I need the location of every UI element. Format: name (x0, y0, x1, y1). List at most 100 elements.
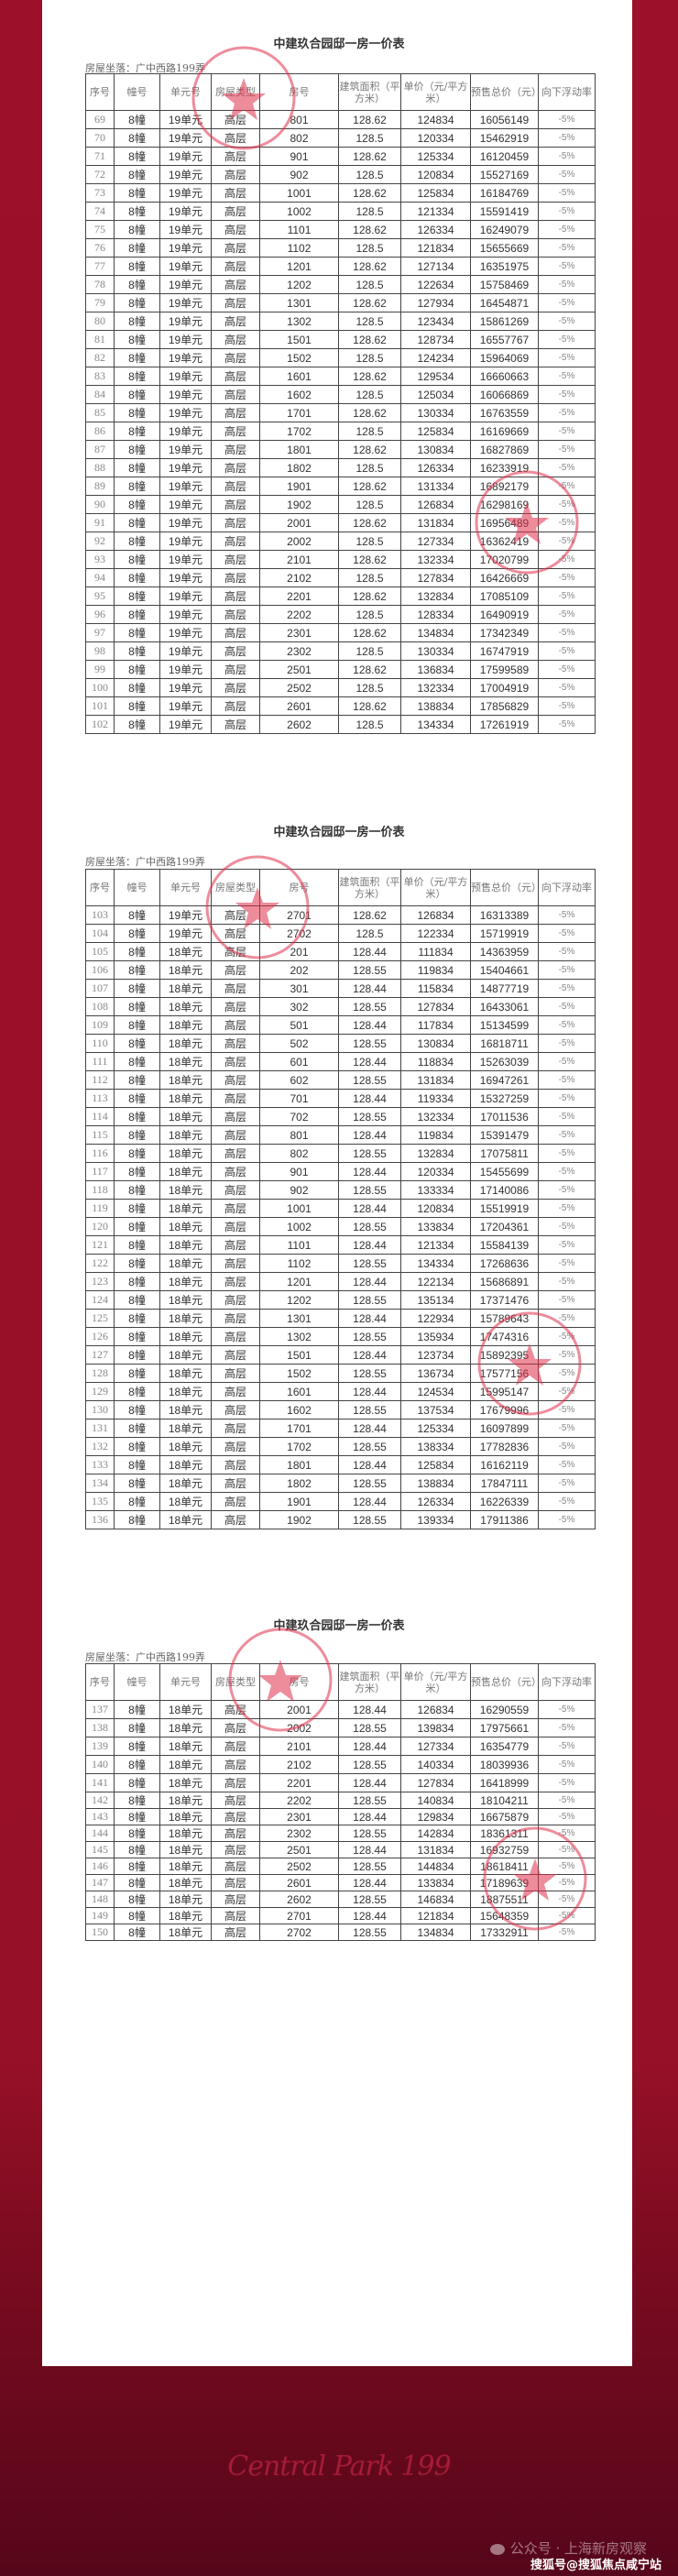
table-cell: 148 (85, 1891, 115, 1908)
table-cell: 135934 (400, 1327, 471, 1346)
table-cell: -5% (538, 1792, 596, 1809)
table-cell: 136734 (400, 1364, 471, 1383)
table-cell: 1801 (259, 440, 339, 459)
table-cell: 1802 (259, 458, 339, 477)
table-cell: -5% (538, 1755, 596, 1774)
column-header: 序号 (85, 73, 115, 111)
table-cell: 127834 (400, 1773, 471, 1792)
table-cell: 15861269 (470, 312, 539, 331)
table-row: 142 8幢 18单元 高层 2202 128.55 140834 18104211 -5% (85, 1792, 596, 1809)
table-cell: 高层 (211, 128, 260, 148)
table-cell: 8幢 (114, 1474, 160, 1493)
table-cell: 15995147 (470, 1382, 539, 1401)
table-cell: 122134 (400, 1272, 471, 1291)
table-cell: 130834 (400, 1034, 471, 1053)
table-row: 141 8幢 18单元 高层 2201 128.44 127834 16418999 -5% (85, 1773, 596, 1792)
table-cell: 18单元 (159, 1755, 212, 1774)
table-row: 107 8幢 18单元 高层 301 128.44 115834 14877719 -5% (85, 979, 596, 998)
table-cell: 8幢 (114, 1907, 160, 1924)
table-cell: 8幢 (114, 293, 160, 312)
table-cell: 18单元 (159, 1235, 212, 1255)
table-cell: -5% (538, 1125, 596, 1145)
table-cell: 18单元 (159, 1858, 212, 1875)
table-cell: 8幢 (114, 1309, 160, 1328)
table-cell: 16162119 (470, 1455, 539, 1474)
table-cell: 128.55 (338, 1437, 401, 1456)
table-cell: 96 (85, 605, 115, 624)
table-cell: 8幢 (114, 1419, 160, 1438)
table-cell: -5% (538, 1015, 596, 1035)
table-cell: 125 (85, 1309, 115, 1328)
document-title: 中建玖合园邸一房一价表 (273, 38, 405, 51)
table-cell: 16932759 (470, 1841, 539, 1858)
table-cell: 128.44 (338, 1419, 401, 1438)
table-cell: -5% (538, 513, 596, 532)
table-cell: 71 (85, 147, 115, 166)
table-cell: 131834 (400, 513, 471, 532)
table-cell: 80 (85, 312, 115, 331)
table-cell: 2301 (259, 623, 339, 642)
table-cell: 高层 (211, 1052, 260, 1071)
table-cell: 17020799 (470, 550, 539, 569)
table-cell: 8幢 (114, 367, 160, 386)
table-cell: 高层 (211, 1474, 260, 1493)
table-cell: 高层 (211, 1309, 260, 1328)
table-cell: 92 (85, 532, 115, 551)
table-cell: 128.5 (338, 275, 401, 294)
table-cell: 118834 (400, 1052, 471, 1071)
table-cell: 128.55 (338, 1180, 401, 1200)
table-cell: 128.62 (338, 623, 401, 642)
table-cell: 1702 (259, 422, 339, 441)
table-cell: 高层 (211, 385, 260, 404)
table-cell: 8幢 (114, 477, 160, 496)
table-cell: 8幢 (114, 1874, 160, 1891)
table-cell: 125834 (400, 183, 471, 203)
table-cell: 1601 (259, 1382, 339, 1401)
table-cell: -5% (538, 1808, 596, 1825)
table-cell: 108 (85, 997, 115, 1016)
table-cell: 16233919 (470, 458, 539, 477)
table-cell: 74 (85, 202, 115, 221)
table-cell: 128.44 (338, 1345, 401, 1365)
table-cell: 8幢 (114, 1070, 160, 1090)
table-cell: 16454871 (470, 293, 539, 312)
table-cell: 146834 (400, 1891, 471, 1908)
table-cell: 高层 (211, 1089, 260, 1108)
table-row: 87 8幢 19单元 高层 1801 128.62 130834 16827869 -5% (85, 440, 596, 459)
table-row: 128 8幢 18单元 高层 1502 128.55 136734 17577156 -5% (85, 1364, 596, 1383)
table-cell: 16818711 (470, 1034, 539, 1053)
table-cell: 127834 (400, 568, 471, 587)
table-cell: 18单元 (159, 1180, 212, 1200)
table-cell: 高层 (211, 1737, 260, 1756)
table-cell: 19单元 (159, 605, 212, 624)
table-row: 82 8幢 19单元 高层 1502 128.5 124234 15964069 -5% (85, 348, 596, 367)
table-cell: 136834 (400, 660, 471, 679)
table-row: 143 8幢 18单元 高层 2301 128.44 129834 16675879 -5% (85, 1808, 596, 1825)
table-cell: 1902 (259, 495, 339, 514)
table-cell: 高层 (211, 1345, 260, 1365)
table-cell: 19单元 (159, 367, 212, 386)
table-cell: 137 (85, 1700, 115, 1719)
table-cell: 16120459 (470, 147, 539, 166)
table-cell: 高层 (211, 1382, 260, 1401)
table-cell: 17261919 (470, 715, 539, 734)
table-cell: 高层 (211, 1825, 260, 1842)
table-cell: 124834 (400, 110, 471, 129)
table-cell: 16763559 (470, 403, 539, 422)
table-cell: 19单元 (159, 513, 212, 532)
table-cell: 134334 (400, 715, 471, 734)
column-header: 房屋类型 (211, 73, 260, 111)
column-header: 单价（元/平方米） (400, 869, 471, 906)
table-row: 130 8幢 18单元 高层 1602 128.55 137534 17679996 -5% (85, 1400, 596, 1420)
table-cell: 1501 (259, 330, 339, 349)
table-cell: 141 (85, 1773, 115, 1792)
table-cell: 128.62 (338, 293, 401, 312)
table-cell: 18单元 (159, 1825, 212, 1842)
table-cell: 高层 (211, 715, 260, 734)
table-cell: 100 (85, 678, 115, 697)
table-cell: -5% (538, 1700, 596, 1719)
table-cell: 18单元 (159, 1455, 212, 1474)
table-cell: 128.62 (338, 905, 401, 925)
table-cell: 19单元 (159, 586, 212, 606)
table-cell: 129834 (400, 1808, 471, 1825)
